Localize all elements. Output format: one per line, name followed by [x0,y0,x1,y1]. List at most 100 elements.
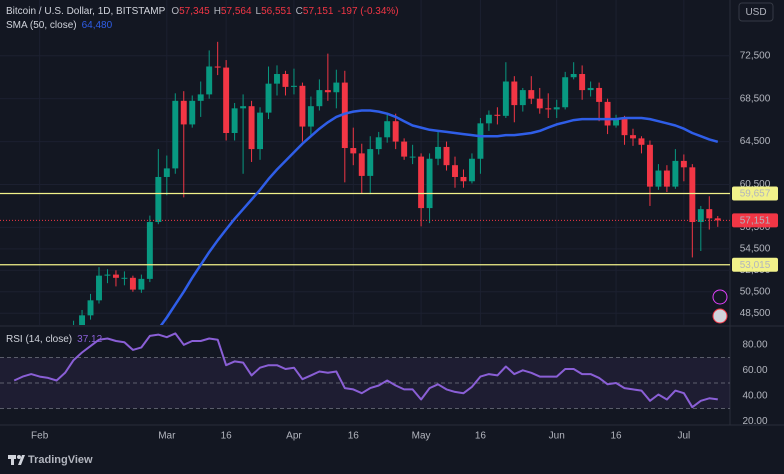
candle-body [214,66,221,68]
candle-body [350,148,357,154]
candle-body [129,277,136,290]
candle-body [384,121,391,138]
candle-body [494,114,501,116]
candle-body [460,176,467,182]
candle-body [375,137,382,150]
y-tick-label: 54,500 [740,243,771,254]
candle-body [189,100,196,125]
candle-body [468,158,475,182]
alert-icon[interactable] [712,289,728,305]
candle-body [87,300,94,316]
rsi-pane [0,332,730,409]
candle-body [553,107,560,110]
x-tick-label: Jun [549,431,565,442]
rsi-name: RSI (14, close) [6,334,72,345]
candle-body [604,101,611,126]
candle-body [587,87,594,91]
candle-body [655,170,662,187]
candle-body [197,94,204,101]
rsi-value: 37.12 [77,334,102,345]
ohlc-key: L [256,6,262,17]
candle-body [358,153,365,176]
x-tick-label: 16 [221,431,233,442]
candle-body [545,108,552,110]
header: Bitcoin / U.S. Dollar, 1D, BITSTAMP O57,3… [6,6,399,17]
series-line [159,109,719,325]
candle-body [172,100,179,169]
candle-body [630,135,636,139]
candle-body [392,121,399,142]
symbol-title: Bitcoin / U.S. Dollar, 1D, BITSTAMP [6,6,166,17]
candle-body [519,90,526,106]
candle-body [613,119,620,126]
candle-body [435,146,442,159]
candle-body [248,106,255,150]
candle-body [307,106,314,127]
candle-body [96,275,102,301]
logo [8,455,25,465]
candle-body [443,146,450,166]
last-price-box [732,213,778,228]
candle-body [646,144,653,187]
candle-body [163,168,170,177]
candle-body [79,315,86,325]
candle-body [206,66,213,95]
price-label-box [732,186,778,201]
candle-body [121,277,128,279]
candle-body [663,170,670,187]
ohlc-key: C [296,6,303,17]
ohlc-value: 56,551 [261,6,292,17]
currency[interactable]: USD [745,7,766,18]
y-tick-label: 68,500 [740,93,771,104]
candle-body [528,90,535,99]
y-tick-label: 60,500 [740,179,771,190]
candle-body [502,81,509,116]
candle-body [570,74,577,78]
axes: FebMar16Apr16May16Jun16Jul48,50050,50052… [31,50,778,442]
change: -197 (-0.34%) [338,6,399,17]
x-tick-label: Mar [158,431,176,442]
candle-body [265,83,272,113]
ohlc-value: 57,564 [221,6,252,17]
footer-brand: TradingView [28,454,93,466]
candle-body [596,87,603,102]
series-line [13,332,718,409]
x-tick-label: 16 [475,431,487,442]
candle-body [621,119,628,136]
candle-body [333,82,340,93]
candle-body [240,106,247,109]
candle-body [477,123,484,159]
price-label-box [732,257,778,272]
sma-value: 64,480 [82,20,113,31]
ohlc-key: O [171,6,179,17]
price-label: 53,015 [740,260,771,271]
candle-body [316,90,323,107]
candle-body [299,85,306,127]
candle-body [341,82,348,149]
currency-button[interactable] [738,2,774,22]
x-tick-label: Jul [677,431,690,442]
price-label: 59,657 [740,189,771,200]
y-tick-label: 48,500 [740,308,771,319]
ohlc: O57,345 H57,564 L56,551 C57,151 [171,6,334,17]
candle-body [104,274,111,276]
candle-body [579,74,586,91]
y-tick-label: 40.00 [742,390,767,401]
candle-body [426,158,433,209]
rsi-legend: RSI (14, close) 37.12 [6,334,103,345]
candle-body [680,160,687,168]
candle-body [689,167,696,223]
candle-body [112,274,119,278]
candle-body [485,114,492,124]
flag-icon[interactable] [712,308,728,324]
candle-body [638,138,645,145]
y-tick-label: 80.00 [742,339,767,350]
candle-body [452,165,458,177]
candle-body [290,85,297,87]
candle-body [138,278,145,290]
sma-legend: SMA (50, close) 64,480 [6,20,113,31]
y-tick-label: 64,500 [740,136,771,147]
candle-body [409,156,416,158]
x-tick-label: 16 [610,431,622,442]
